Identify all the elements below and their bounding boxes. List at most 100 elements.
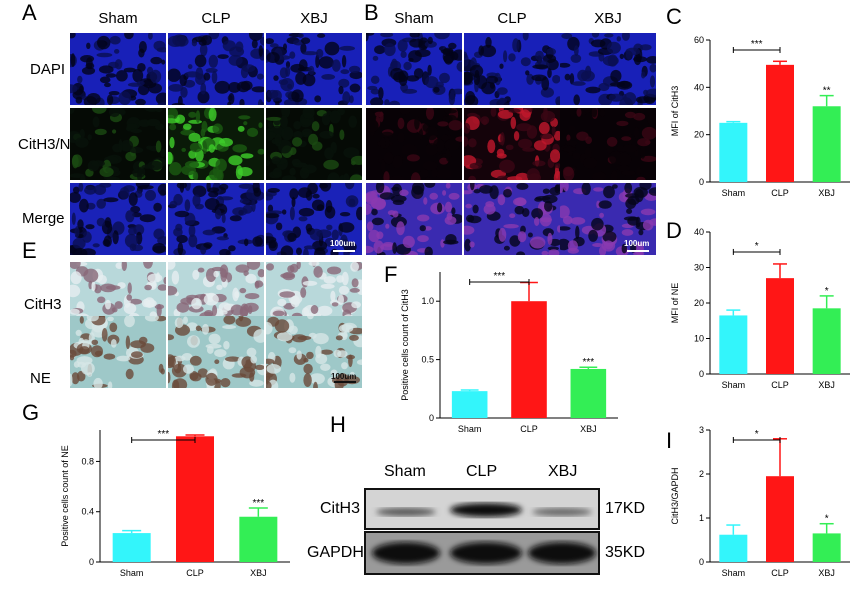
scale-bar-a [333,250,355,252]
micrograph-a-dapi-sham [70,33,166,105]
panel-label-e: E [22,238,37,263]
micrograph-b-cith3-ne-xbj [560,108,656,180]
y-axis-label: Positive cells count of NE [60,445,70,547]
col-header-b-xbj: XBJ [594,10,622,27]
bracket-label: * [755,241,759,252]
x-tick-label: XBJ [818,188,835,198]
y-tick-label: 1 [699,513,704,523]
y-tick-label: 40 [694,82,704,92]
col-header-b-sham: Sham [394,10,434,27]
bar-sham [719,122,748,182]
y-tick-label: 20 [694,130,704,140]
bracket-label: * [755,429,759,440]
x-tick-label: Sham [120,568,144,578]
significance-xbj: ** [823,86,831,97]
bar-clp [766,278,794,374]
x-tick-label: CLP [520,424,538,434]
micrograph-b-merge-xbj [560,183,656,255]
micrograph-b-dapi-clp [464,33,560,105]
blot-lane-sham: Sham [384,463,426,480]
scale-label-a: 100um [330,239,356,248]
panel-label-d: D [666,218,682,243]
y-axis-label: MFI of CitH3 [670,86,680,137]
y-tick-label: 10 [694,334,704,344]
bracket-label: *** [751,39,763,50]
col-header-a-xbj: XBJ [300,10,328,27]
row-label-dapi: DAPI [30,61,66,78]
significance-xbj: *** [252,498,264,509]
micrograph-a-cith3-ne-xbj [266,108,362,180]
panel-label-c: C [666,4,682,29]
y-axis-label: CitH3/GAPDH [670,467,680,524]
micrograph-a-merge-clp [168,183,264,255]
micrograph-b-cith3-ne-clp [464,108,560,180]
ihc-ne-clp [168,316,264,388]
panel-label-h: H [330,412,346,437]
band-cith3-xbj [532,508,592,516]
bar-sham [451,391,488,418]
micrograph-a-dapi-xbj [266,33,362,105]
panel-label-f: F [384,262,398,287]
bar-xbj [812,106,841,182]
col-header-a-clp: CLP [201,10,231,27]
y-tick-label: 1.0 [421,296,434,306]
blot-lane-clp: CLP [466,463,498,480]
panel-label-i: I [666,428,673,453]
y-tick-label: 60 [694,35,704,45]
ihc-ne-sham [70,316,166,388]
micrograph-a-cith3-ne-clp [168,108,264,180]
micrograph-a-cith3-ne-sham [70,108,166,180]
scale-label-b: 100um [624,239,650,248]
row-label-ne: NE [30,370,51,387]
band-cith3-clp [450,503,522,517]
micrograph-a-merge-sham [70,183,166,255]
blot-lane-xbj: XBJ [548,463,578,480]
y-tick-label: 2 [699,469,704,479]
bar-clp [176,436,214,562]
chart-i-cith3-gapdh: CitH3/GAPDH 0 1 2 3 Sham CLP * XBJ * [668,420,858,590]
significance-xbj: * [825,286,829,297]
x-tick-label: CLP [771,568,789,578]
panel-label-g: G [22,400,40,425]
band-gapdh-sham [372,542,440,564]
scale-bar-b [627,250,649,252]
y-tick-label: 3 [699,425,704,435]
y-tick-label: 0.8 [81,456,94,466]
chart-d-mfi-ne: MFI of NE 0 10 20 30 40 Sham CLP * XBJ * [668,222,858,402]
x-tick-label: Sham [722,380,746,390]
row-label-cith3: CitH3 [24,296,62,313]
x-tick-label: CLP [771,188,789,198]
bracket-label: *** [493,271,505,282]
micrograph-a-dapi-clp [168,33,264,105]
chart-g-positive-ne: Positive cells count of NE 0 0.4 0.8 Sham CLP… [58,420,298,590]
bar-clp [511,301,547,418]
y-axis-label: MFI of NE [670,283,680,324]
bar-xbj [812,308,841,374]
x-tick-label: CLP [186,568,204,578]
blot-cith3-image [364,488,600,530]
x-tick-label: XBJ [580,424,597,434]
band-gapdh-xbj [528,542,596,564]
y-tick-label: 0.4 [81,507,94,517]
panel-label-a: A [22,0,37,25]
bar-clp [766,476,794,562]
y-tick-label: 40 [694,227,704,237]
blot-row-gapdh: GAPDH [307,544,364,561]
band-cith3-sham [376,508,436,516]
row-label-cith3-ne: CitH3/NE [18,136,81,153]
y-tick-label: 0 [699,369,704,379]
bar-xbj [570,368,607,418]
y-tick-label: 0 [429,413,434,423]
micrograph-b-dapi-xbj [560,33,656,105]
blot-size-35kd: 35KD [605,544,646,561]
x-tick-label: XBJ [250,568,267,578]
col-header-b-clp: CLP [497,10,527,27]
x-tick-label: Sham [722,188,746,198]
bar-sham [719,534,748,562]
bar-clp [766,64,794,182]
bracket-label: *** [157,429,169,440]
scale-label-e: 100um [331,372,357,381]
chart-f-positive-cith3: Positive cells count of CitH3 0 0.5 1.0 Sham… [398,262,626,446]
col-header-a-sham: Sham [98,10,138,27]
bar-sham [719,315,748,374]
